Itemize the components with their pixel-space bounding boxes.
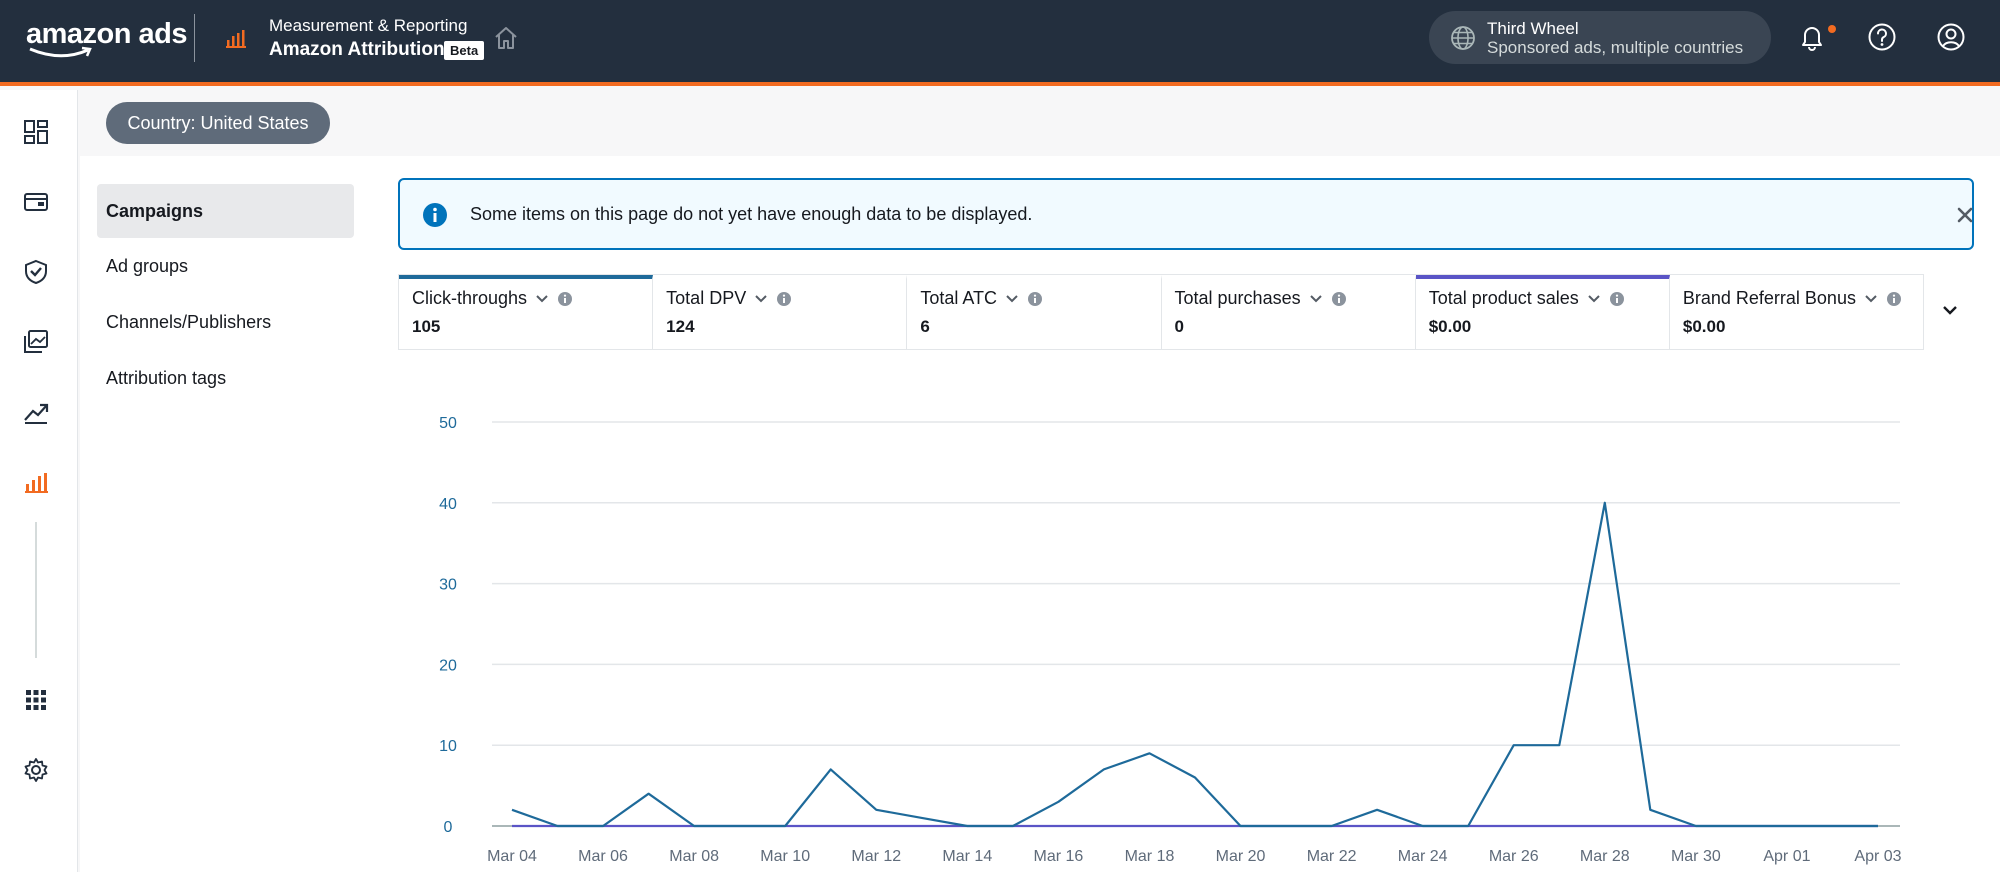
y-tick-label: 50 [439,415,457,432]
x-tick-label: Mar 24 [1398,848,1448,865]
chevron-down-icon[interactable] [1309,294,1323,304]
info-icon[interactable] [1027,291,1043,307]
x-tick-label: Mar 28 [1580,848,1630,865]
gear-icon[interactable] [22,756,50,784]
left-icon-rail [0,90,78,872]
metric-value: 105 [412,317,441,336]
info-icon [423,203,447,227]
chevron-down-icon[interactable] [754,294,768,304]
main-panel: Some items on this page do not yet have … [372,156,2000,872]
logo-smile-icon [29,46,92,58]
x-tick-label: Mar 30 [1671,848,1721,865]
y-tick-label: 10 [439,738,457,755]
metric-card-click-throughs[interactable]: Click-throughs 105 [399,275,654,349]
billing-icon[interactable] [22,188,50,216]
rail-scroll-track [35,522,37,658]
chevron-down-icon[interactable] [1864,294,1878,304]
info-icon[interactable] [1886,291,1902,307]
y-tick-label: 20 [439,657,457,674]
x-tick-label: Mar 18 [1125,848,1175,865]
close-icon[interactable] [1954,204,1976,226]
nav-item-ad-groups[interactable]: Ad groups [106,256,189,276]
x-tick-label: Mar 04 [487,848,537,865]
account-detail: Sponsored ads, multiple countries [1487,38,1744,57]
metric-card-total-dpv[interactable]: Total DPV 124 [653,275,908,349]
metric-label: Click-throughs [412,288,528,308]
x-tick-label: Apr 01 [1763,848,1810,865]
metric-label: Total ATC [920,288,998,308]
metric-value: 0 [1174,317,1184,336]
secondary-nav: Campaigns Ad groups Channels/Publishers … [80,156,372,872]
info-icon[interactable] [776,291,792,307]
expand-metrics-chevron-icon[interactable] [1940,302,1960,318]
series-line[interactable] [511,501,1878,828]
x-tick-label: Mar 16 [1034,848,1084,865]
metric-value: $0.00 [1682,317,1726,336]
metric-value: $0.00 [1428,317,1472,336]
country-selector-button[interactable]: Country: United States [106,102,330,144]
creative-icon[interactable] [22,328,50,356]
dashboard-icon[interactable] [22,118,50,146]
nav-item-campaigns[interactable]: Campaigns [97,184,354,238]
info-alert: Some items on this page do not yet have … [398,178,1974,250]
chevron-down-icon[interactable] [535,294,549,304]
info-icon[interactable] [557,291,573,307]
metric-label: Total purchases [1174,288,1301,308]
y-tick-label: 0 [444,819,453,836]
account-switcher[interactable]: Third Wheel Sponsored ads, multiple coun… [1429,11,1771,64]
alert-message: Some items on this page do not yet have … [470,204,1033,224]
x-tick-label: Mar 10 [760,848,810,865]
amazon-ads-logo[interactable]: amazon ads [26,18,188,50]
x-tick-label: Mar 26 [1489,848,1539,865]
apps-grid-icon[interactable] [22,686,50,714]
chevron-down-icon[interactable] [1587,294,1601,304]
metric-card-total-purchases[interactable]: Total purchases 0 [1162,275,1416,349]
x-tick-label: Mar 08 [669,848,719,865]
bar-chart-icon[interactable] [22,468,50,496]
x-tick-label: Apr 03 [1854,848,1901,865]
metric-label: Total DPV [666,288,747,308]
x-tick-label: Mar 20 [1216,848,1266,865]
x-tick-label: Mar 12 [851,848,901,865]
metric-card-total-atc[interactable]: Total ATC 6 [907,275,1162,349]
y-tick-label: 40 [439,496,457,513]
nav-item-attribution-tags[interactable]: Attribution tags [106,368,227,388]
trend-icon[interactable] [22,398,50,426]
account-name: Third Wheel [1487,19,1579,38]
globe-icon [1451,26,1475,50]
metric-label: Brand Referral Bonus [1682,288,1856,308]
measurement-icon [226,30,246,48]
home-icon[interactable] [492,24,520,52]
shield-icon[interactable] [22,258,50,286]
x-tick-label: Mar 06 [578,848,628,865]
metric-card-brand-referral-bonus[interactable]: Brand Referral Bonus $0.00 [1670,275,1923,349]
user-profile-icon[interactable] [1935,21,1967,53]
product-subtitle: Measurement & Reporting [269,16,468,35]
notification-dot [1828,25,1836,33]
metric-card-total-product-sales[interactable]: Total product sales $0.00 [1415,275,1670,349]
header-divider [194,14,195,62]
nav-item-channels-publishers[interactable]: Channels/Publishers [106,312,272,332]
chevron-down-icon[interactable] [1005,294,1019,304]
top-header: amazon ads Measurement & Reporting Amazo… [0,0,2000,86]
metric-value: 6 [920,317,930,336]
x-tick-label: Mar 22 [1307,848,1357,865]
line-chart: 0 10 20 30 40 50 Mar 04 Mar 06 Mar 08 Mar 10 Mar … [439,415,1902,865]
metric-value: 124 [666,317,695,336]
metrics-row: Click-throughs 105 Total DPV 124 Total A… [398,274,1924,350]
beta-badge: Beta [444,41,485,60]
info-icon[interactable] [1331,291,1347,307]
help-icon[interactable] [1866,21,1898,53]
info-icon[interactable] [1609,291,1625,307]
x-tick-label: Mar 14 [942,848,992,865]
y-tick-label: 30 [439,577,457,594]
bell-icon[interactable] [1797,22,1827,52]
product-title: Amazon Attribution [269,39,445,60]
metric-label: Total product sales [1428,288,1579,308]
